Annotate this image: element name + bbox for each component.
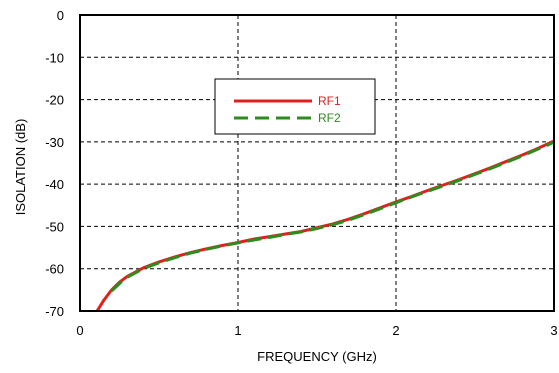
y-tick-label: -20	[45, 93, 64, 108]
y-tick-label: 0	[57, 8, 64, 23]
grid	[80, 15, 554, 311]
tick-labels: 0 1 2 3 0 -10 -20 -30 -40 -50 -60 -70	[45, 8, 557, 338]
series-layer	[95, 139, 554, 311]
y-axis-title: ISOLATION (dB)	[13, 119, 28, 216]
y-tick-label: -40	[45, 177, 64, 192]
x-axis-title: FREQUENCY (GHz)	[257, 349, 377, 364]
y-tick-label: -30	[45, 135, 64, 150]
y-tick-label: -70	[45, 304, 64, 319]
legend-label-rf1: RF1	[318, 94, 341, 108]
x-tick-label: 3	[550, 323, 557, 338]
x-tick-label: 2	[392, 323, 399, 338]
series-line-rf1	[95, 139, 554, 311]
plot-frame	[79, 14, 555, 312]
legend: RF1 RF2	[214, 78, 376, 135]
x-tick-label: 0	[76, 323, 83, 338]
x-tick-label: 1	[234, 323, 241, 338]
y-tick-label: -10	[45, 50, 64, 65]
legend-box	[214, 78, 376, 135]
y-tick-label: -60	[45, 262, 64, 277]
series-line-rf2	[110, 140, 554, 293]
legend-label-rf2: RF2	[318, 111, 341, 125]
y-tick-label: -50	[45, 219, 64, 234]
